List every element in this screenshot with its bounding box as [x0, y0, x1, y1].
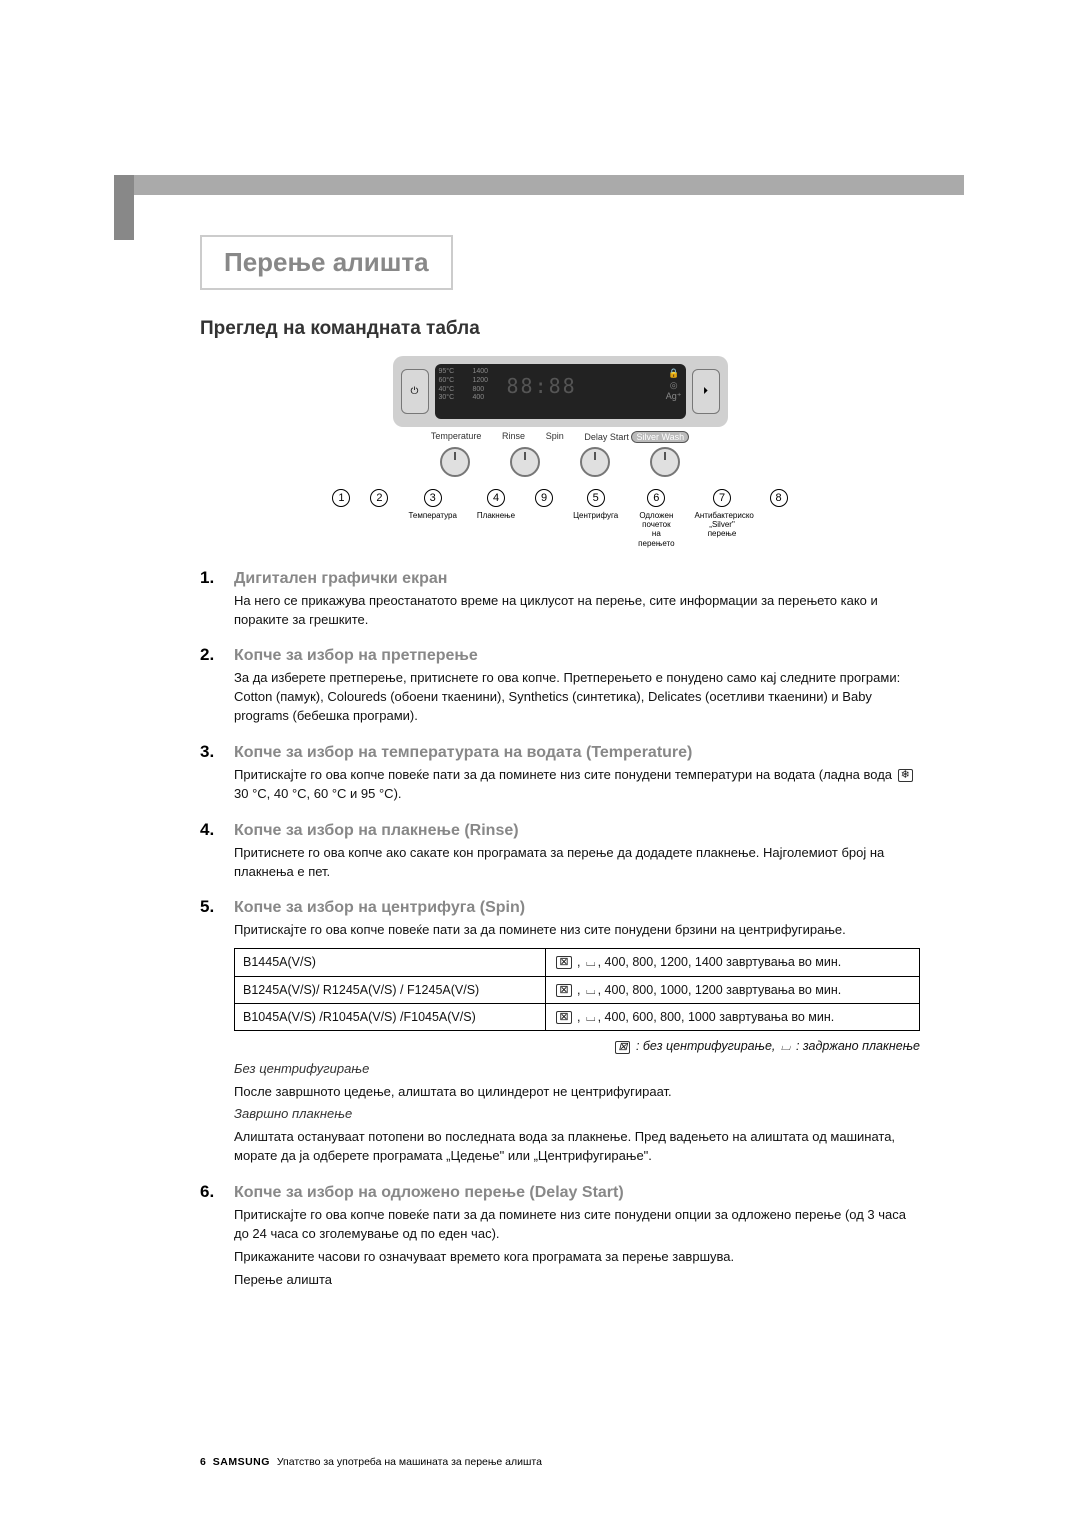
finalrinse-label: Завршно плакнење — [234, 1106, 352, 1121]
control-panel-figure: ⏻ 95°C 60°C 40°C 30°C 1400 1200 800 400 … — [200, 356, 920, 548]
right-start-icon: ⏵ — [692, 369, 720, 414]
callout-2: 2 — [370, 489, 388, 507]
knob-temperature — [440, 447, 470, 477]
lcd-spins: 1400 1200 800 400 — [473, 368, 489, 403]
nospin-icon: ⊠ — [556, 1011, 571, 1024]
knob-rinse — [510, 447, 540, 477]
footer-brand: SAMSUNG — [213, 1456, 270, 1468]
panel-knobs-row — [393, 443, 728, 479]
panel-bezel: ⏻ 95°C 60°C 40°C 30°C 1400 1200 800 400 … — [393, 356, 728, 427]
top-gray-bar — [134, 175, 964, 195]
silverwash-badge: Silver Wash — [631, 431, 689, 443]
lcd-digits: 88:88 — [507, 374, 577, 398]
page-content: Перење алишта Преглед на командната табл… — [200, 235, 920, 1293]
item-6: 6. Копче за избор на одложено перење (De… — [200, 1182, 920, 1289]
lcd-temps: 95°C 60°C 40°C 30°C — [439, 368, 455, 403]
nospin-label: Без центрифугирање — [234, 1061, 369, 1076]
callout-4: 4 — [487, 489, 505, 507]
page-title-box: Перење алишта — [200, 235, 453, 290]
footer-text: Упатство за употреба на машината за пере… — [277, 1456, 542, 1468]
tub-icon: ⌴ — [781, 1038, 791, 1055]
callout-numbers-row: 1 2 3Температура 4Плакнење 9 5Центрифуга… — [393, 489, 728, 548]
panel-knob-labels: Temperature Rinse Spin Delay Start Silve… — [393, 427, 728, 443]
knob-delay — [650, 447, 680, 477]
item-num: 1. — [200, 568, 224, 588]
spin-models-table: B1445A(V/S) ⊠ , ⌴, 400, 800, 1200, 1400 … — [234, 948, 920, 1031]
item-3: 3. Копче за избор на температурата на во… — [200, 742, 920, 804]
page-number: 6 — [200, 1456, 206, 1468]
item-2: 2. Копче за избор на претперење За да из… — [200, 645, 920, 726]
callout-7: 7 — [713, 489, 731, 507]
nospin-icon: ⊠ — [556, 956, 571, 969]
callout-9: 9 — [535, 489, 553, 507]
table-legend: ⊠ : без центрифугирање, ⌴ : задржано пла… — [234, 1037, 920, 1055]
knob-spin — [580, 447, 610, 477]
page-title: Перење алишта — [224, 247, 429, 277]
nospin-text: После завршното цедење, алиштата во цили… — [234, 1083, 920, 1102]
table-row: B1245A(V/S)/ R1245A(V/S) / F1245A(V/S) ⊠… — [235, 976, 920, 1003]
nospin-icon: ⊠ — [556, 984, 571, 997]
callout-3: 3 — [424, 489, 442, 507]
callout-5: 5 — [587, 489, 605, 507]
cold-water-icon: ❄ — [898, 769, 913, 782]
tub-icon: ⌴ — [586, 982, 596, 999]
table-row: B1045A(V/S) /R1045A(V/S) /F1045A(V/S) ⊠ … — [235, 1003, 920, 1030]
tub-icon: ⌴ — [586, 1009, 596, 1026]
tub-icon: ⌴ — [586, 954, 596, 971]
callout-1: 1 — [332, 489, 350, 507]
left-power-icon: ⏻ — [401, 369, 429, 414]
callout-8: 8 — [770, 489, 788, 507]
item-title: Дигитален графички екран — [234, 570, 447, 588]
finalrinse-text: Алиштата остануваат потопени во последна… — [234, 1128, 920, 1166]
callout-6: 6 — [647, 489, 665, 507]
nospin-icon: ⊠ — [615, 1041, 630, 1054]
item-5: 5. Копче за избор на центрифуга (Spin) П… — [200, 897, 920, 1166]
item-body-text: На него се прикажува преостанатото време… — [234, 592, 920, 630]
item-1: 1. Дигитален графички екран На него се п… — [200, 568, 920, 630]
item-3-body: Притискајте го ова копче повеќе пати за … — [234, 766, 920, 804]
panel-lcd: 95°C 60°C 40°C 30°C 1400 1200 800 400 88… — [435, 364, 686, 419]
lcd-right-icons: 🔒◎Ag⁺ — [666, 368, 682, 403]
item-4: 4. Копче за избор на плакнење (Rinse) Пр… — [200, 820, 920, 882]
page-footer: 6 SAMSUNG Упатство за употреба на машина… — [200, 1456, 542, 1468]
left-gray-bar — [114, 175, 134, 240]
section-heading: Преглед на командната табла — [200, 318, 920, 340]
table-row: B1445A(V/S) ⊠ , ⌴, 400, 800, 1200, 1400 … — [235, 949, 920, 976]
